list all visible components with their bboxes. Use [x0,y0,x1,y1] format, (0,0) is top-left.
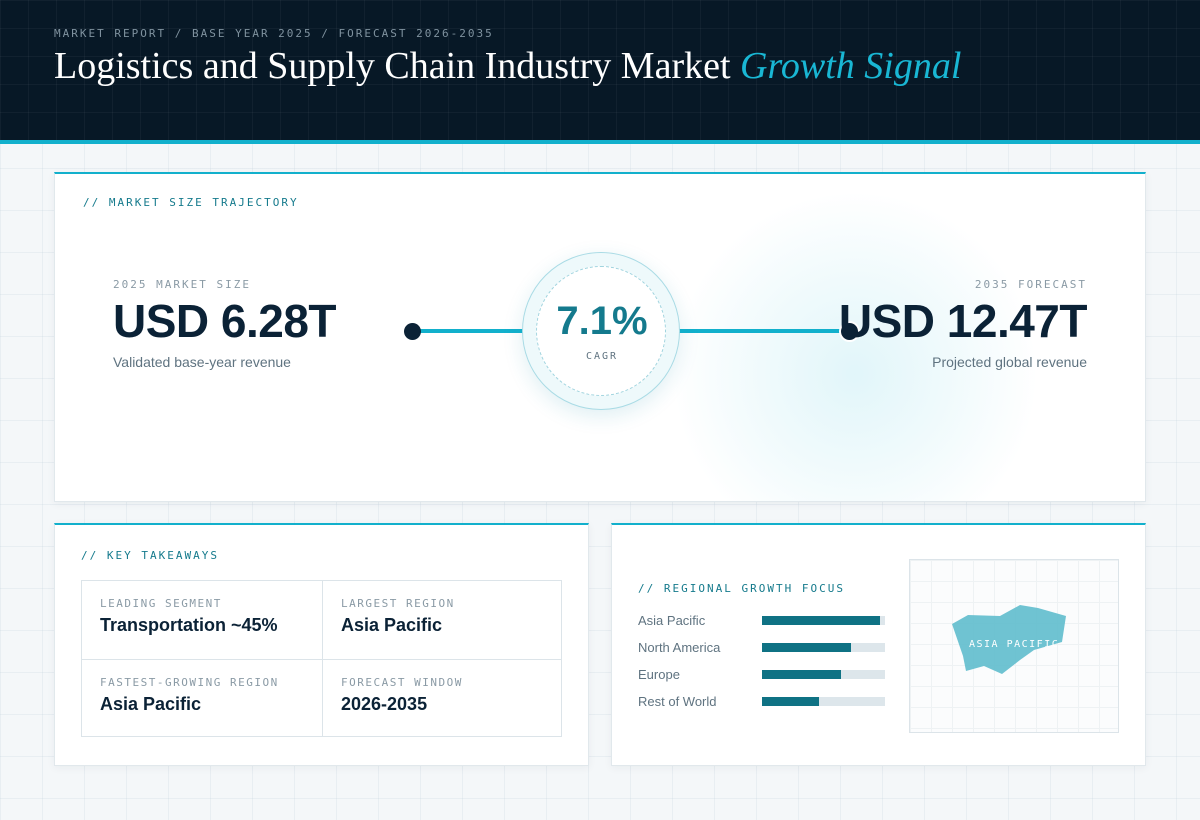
region-bar-track [762,670,885,679]
map-label: ASIA PACIFIC [969,639,1060,650]
key-takeaways-card: // KEY TAKEAWAYS LEADING SEGMENT Transpo… [54,523,589,766]
region-bar-fill [762,670,841,679]
regional-growth-card: // REGIONAL GROWTH FOCUS Asia Pacific No… [611,523,1146,766]
region-row: Rest of World [638,694,886,721]
region-name: Europe [638,667,680,682]
start-dot [404,323,421,340]
cagr-badge: 7.1% CAGR [522,252,680,410]
region-bar-fill [762,697,819,706]
cagr-value: 7.1% [556,299,648,343]
forecast-caption: Projected global revenue [932,354,1087,370]
regional-bars: Asia Pacific North America Europe Rest o… [638,613,886,721]
region-name: Asia Pacific [638,613,706,628]
base-kicker: 2025 MARKET SIZE [113,278,251,291]
region-row: Europe [638,667,886,694]
region-bar-track [762,643,885,652]
takeaway-key: FASTEST-GROWING REGION [100,676,279,689]
forecast-kicker: 2035 FORECAST [974,278,1087,291]
report-eyebrow: MARKET REPORT / BASE YEAR 2025 / FORECAS… [54,27,494,40]
takeaway-fastest-region: FASTEST-GROWING REGION Asia Pacific [82,659,322,736]
region-bar-track [762,616,885,625]
trajectory-label: // MARKET SIZE TRAJECTORY [83,196,299,209]
region-name: North America [638,640,721,655]
takeaway-leading-segment: LEADING SEGMENT Transportation ~45% [82,581,322,659]
region-bar-fill [762,616,881,625]
takeaway-key: LARGEST REGION [341,597,455,610]
takeaway-value: Asia Pacific [100,694,202,714]
takeaways-grid: LEADING SEGMENT Transportation ~45% LARG… [81,580,562,737]
forecast-value: USD 12.47T [838,295,1088,347]
title-main: Logistics and Supply Chain Industry Mark… [54,45,731,87]
forecast-glow [675,194,1035,501]
title-accent: Growth Signal [740,45,962,87]
cagr-inner-ring: 7.1% CAGR [536,266,666,396]
end-dot [841,323,858,340]
asia-pacific-shape-icon [952,605,1066,674]
takeaway-key: FORECAST WINDOW [341,676,463,689]
takeaways-label: // KEY TAKEAWAYS [81,549,219,562]
takeaway-largest-region: LARGEST REGION Asia Pacific [322,581,562,659]
base-value: USD 6.28T [113,295,337,347]
region-row: North America [638,640,886,667]
market-size-card: // MARKET SIZE TRAJECTORY 2025 MARKET SI… [54,172,1146,502]
takeaway-value: Asia Pacific [341,615,443,635]
takeaway-key: LEADING SEGMENT [100,597,222,610]
region-row: Asia Pacific [638,613,886,640]
takeaway-value: 2026-2035 [341,694,428,714]
takeaway-forecast-window: FORECAST WINDOW 2026-2035 [322,659,562,736]
takeaway-value: Transportation ~45% [100,615,278,635]
region-name: Rest of World [638,694,717,709]
region-bar-fill [762,643,851,652]
regional-label: // REGIONAL GROWTH FOCUS [638,582,845,595]
region-map: ASIA PACIFIC [909,559,1119,733]
region-bar-track [762,697,885,706]
page-title: Logistics and Supply Chain Industry Mark… [54,44,961,88]
cagr-label: CAGR [585,351,619,362]
header-accent-bar [0,140,1200,144]
base-caption: Validated base-year revenue [113,354,291,370]
report-header: MARKET REPORT / BASE YEAR 2025 / FORECAS… [0,0,1200,140]
